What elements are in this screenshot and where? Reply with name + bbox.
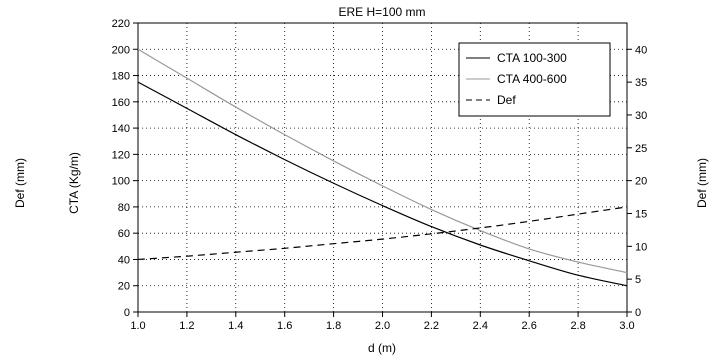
y-right-tick-label: 5 [635, 274, 641, 286]
x-tick-label: 2.6 [522, 320, 537, 332]
y-right-tick-label: 0 [635, 307, 641, 319]
y-left-tick-label: 0 [124, 307, 130, 319]
series-line-cta-400-600 [137, 48, 628, 274]
y-right-tick-label: 30 [635, 110, 647, 122]
x-tick-label: 1.4 [228, 320, 243, 332]
x-tick-label: 1.8 [326, 320, 341, 332]
x-tick-label: 1.2 [179, 320, 194, 332]
legend: CTA 100-300 CTA 400-600 Def [458, 42, 611, 117]
x-tick-label: 2.0 [375, 320, 390, 332]
grid [138, 23, 627, 312]
y-left-tick-label: 100 [112, 176, 130, 188]
y-right-axis-title: Def (mm) [695, 158, 709, 208]
series-line-cta-100-300 [137, 81, 628, 287]
y-left-tick-label: 140 [112, 123, 130, 135]
legend-label-def: Def [497, 93, 516, 107]
chart-title: ERE H=100 mm [338, 5, 425, 19]
x-tick-label: 1.0 [130, 320, 145, 332]
y-left-tick-label: 20 [118, 281, 130, 293]
legend-label-cta-400-600: CTA 400-600 [497, 72, 567, 86]
y-right-tick-label: 20 [635, 176, 647, 188]
y-left-tick-label: 60 [118, 228, 130, 240]
x-tick-label: 3.0 [619, 320, 634, 332]
y-left-tick-label: 80 [118, 202, 130, 214]
x-axis-title: d (m) [368, 341, 396, 355]
x-tick-label: 2.4 [473, 320, 488, 332]
series-line-def [137, 206, 628, 261]
y-left-tick-label: 120 [112, 149, 130, 161]
x-tick-label: 2.2 [424, 320, 439, 332]
series-group [137, 48, 628, 287]
y-right-tick-label: 15 [635, 208, 647, 220]
y-left-tick-label: 180 [112, 71, 130, 83]
x-tick-label: 2.8 [570, 320, 585, 332]
y-right-tick-label: 35 [635, 77, 647, 89]
legend-label-cta-100-300: CTA 100-300 [497, 51, 567, 65]
y-right-tick-label: 10 [635, 241, 647, 253]
y-left-tick-label: 200 [112, 44, 130, 56]
y-left-axis-title: CTA (Kg/m) [67, 152, 81, 214]
y-left-tick-label: 220 [112, 18, 130, 30]
y-far-left-axis-title: Def (mm) [13, 158, 27, 208]
y-right-tick-label: 25 [635, 143, 647, 155]
x-tick-label: 1.6 [277, 320, 292, 332]
y-left-tick-label: 160 [112, 97, 130, 109]
ticks: 1.0 1.2 1.4 1.6 1.8 2.0 2.2 2.4 2.6 2.8 3.00204060… [112, 18, 648, 332]
y-right-tick-label: 40 [635, 44, 647, 56]
y-left-tick-label: 40 [118, 254, 130, 266]
